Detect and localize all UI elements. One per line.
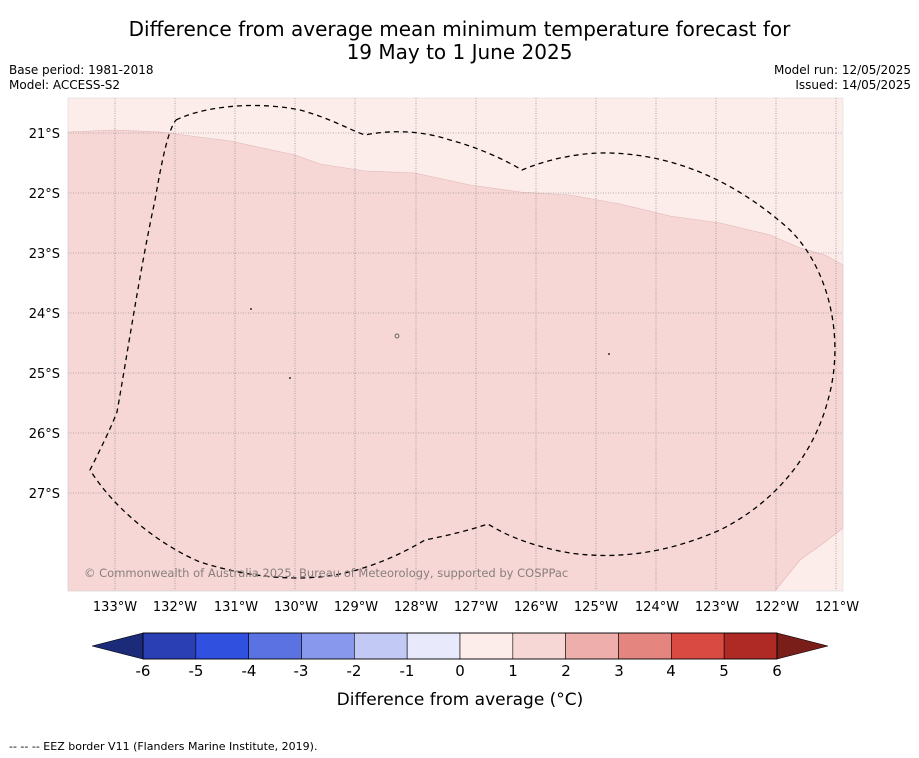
metadata-left: Base period: 1981-2018 Model: ACCESS-S2: [9, 63, 154, 93]
metadata-right: Model run: 12/05/2025 Issued: 14/05/2025: [774, 63, 911, 93]
island: [394, 333, 400, 339]
copyright-text: © Commonwealth of Australia 2025, Bureau…: [84, 566, 568, 580]
lat-label: 21°S: [29, 127, 60, 142]
colorbar-bins: [142, 632, 778, 660]
lon-label: 130°W: [274, 600, 318, 615]
model-name: Model: ACCESS-S2: [9, 78, 121, 92]
colorbar-bin: [406, 632, 461, 660]
colorbar-tick: -4: [242, 662, 257, 680]
colorbar-tick: 3: [614, 662, 624, 680]
colorbar-bin: [723, 632, 778, 660]
colorbar-tick: 2: [561, 662, 571, 680]
colorbar-tick: 1: [508, 662, 518, 680]
lon-label: 123°W: [695, 600, 739, 615]
colorbar-bin: [248, 632, 302, 660]
title-line-1: Difference from average mean minimum tem…: [128, 17, 791, 41]
lat-axis-labels: 21°S 22°S 23°S 24°S 25°S 26°S 27°S: [29, 127, 60, 502]
colorbar-ticks: -6 -5 -4 -3 -2 -1 0 1 2 3 4 5 6: [136, 662, 782, 680]
colorbar-tick: -2: [347, 662, 362, 680]
lon-label: 127°W: [454, 600, 498, 615]
island: [608, 353, 610, 355]
colorbar-bin: [512, 632, 566, 660]
lon-label: 128°W: [394, 600, 438, 615]
lon-axis-labels: 133°W 132°W 131°W 130°W 129°W 128°W 127°…: [93, 600, 859, 615]
colorbar-bin: [354, 632, 408, 660]
band-1-2: [67, 129, 844, 592]
colorbar-label: Difference from average (°C): [337, 690, 584, 710]
colorbar-bin: [459, 632, 514, 660]
colorbar-tick: -1: [400, 662, 415, 680]
colorbar-tick: -6: [136, 662, 151, 680]
eez-footnote: -- -- -- EEZ border V11 (Flanders Marine…: [9, 740, 318, 753]
colorbar-bin: [195, 632, 249, 660]
base-period: Base period: 1981-2018: [9, 63, 154, 77]
model-run: Model run: 12/05/2025: [773, 63, 911, 77]
lon-label: 126°W: [514, 600, 558, 615]
lat-label: 25°S: [29, 367, 60, 382]
graticule: [68, 98, 843, 591]
lon-label: 124°W: [635, 600, 679, 615]
colorbar-bin: [671, 632, 725, 660]
colorbar: -6 -5 -4 -3 -2 -1 0 1 2 3 4 5 6 Differen…: [91, 632, 829, 710]
colorbar-bin: [565, 632, 619, 660]
map-frame: [67, 97, 844, 592]
colorbar-tick: 4: [666, 662, 676, 680]
lat-label: 26°S: [29, 427, 60, 442]
lon-label: 129°W: [334, 600, 378, 615]
colorbar-frame: [142, 632, 778, 660]
island: [289, 377, 291, 379]
title-line-2: 19 May to 1 June 2025: [346, 40, 573, 64]
lat-label: 22°S: [29, 187, 60, 202]
lat-label: 24°S: [29, 307, 60, 322]
colorbar-under-arrow: [91, 632, 144, 660]
issued-date: Issued: 14/05/2025: [795, 78, 911, 92]
colorbar-over-arrow: [776, 632, 829, 660]
colorbar-tick: 6: [772, 662, 782, 680]
lat-label: 27°S: [29, 487, 60, 502]
map-panel: © Commonwealth of Australia 2025, Bureau…: [67, 97, 844, 592]
colorbar-tick: -5: [189, 662, 204, 680]
colorbar-bin: [301, 632, 355, 660]
colorbar-bin: [142, 632, 197, 660]
lon-label: 133°W: [93, 600, 137, 615]
lat-label: 23°S: [29, 247, 60, 262]
lon-label: 131°W: [214, 600, 258, 615]
islands: [250, 308, 610, 379]
colorbar-tick: -3: [294, 662, 309, 680]
colorbar-bin: [618, 632, 672, 660]
lon-label: 121°W: [815, 600, 859, 615]
lon-label: 132°W: [153, 600, 197, 615]
island: [250, 308, 252, 310]
eez-border: [89, 104, 836, 579]
colorbar-tick: 5: [719, 662, 729, 680]
lon-label: 125°W: [574, 600, 618, 615]
lon-label: 122°W: [755, 600, 799, 615]
map-title: Difference from average mean minimum tem…: [0, 18, 919, 64]
colorbar-tick: 0: [455, 662, 465, 680]
